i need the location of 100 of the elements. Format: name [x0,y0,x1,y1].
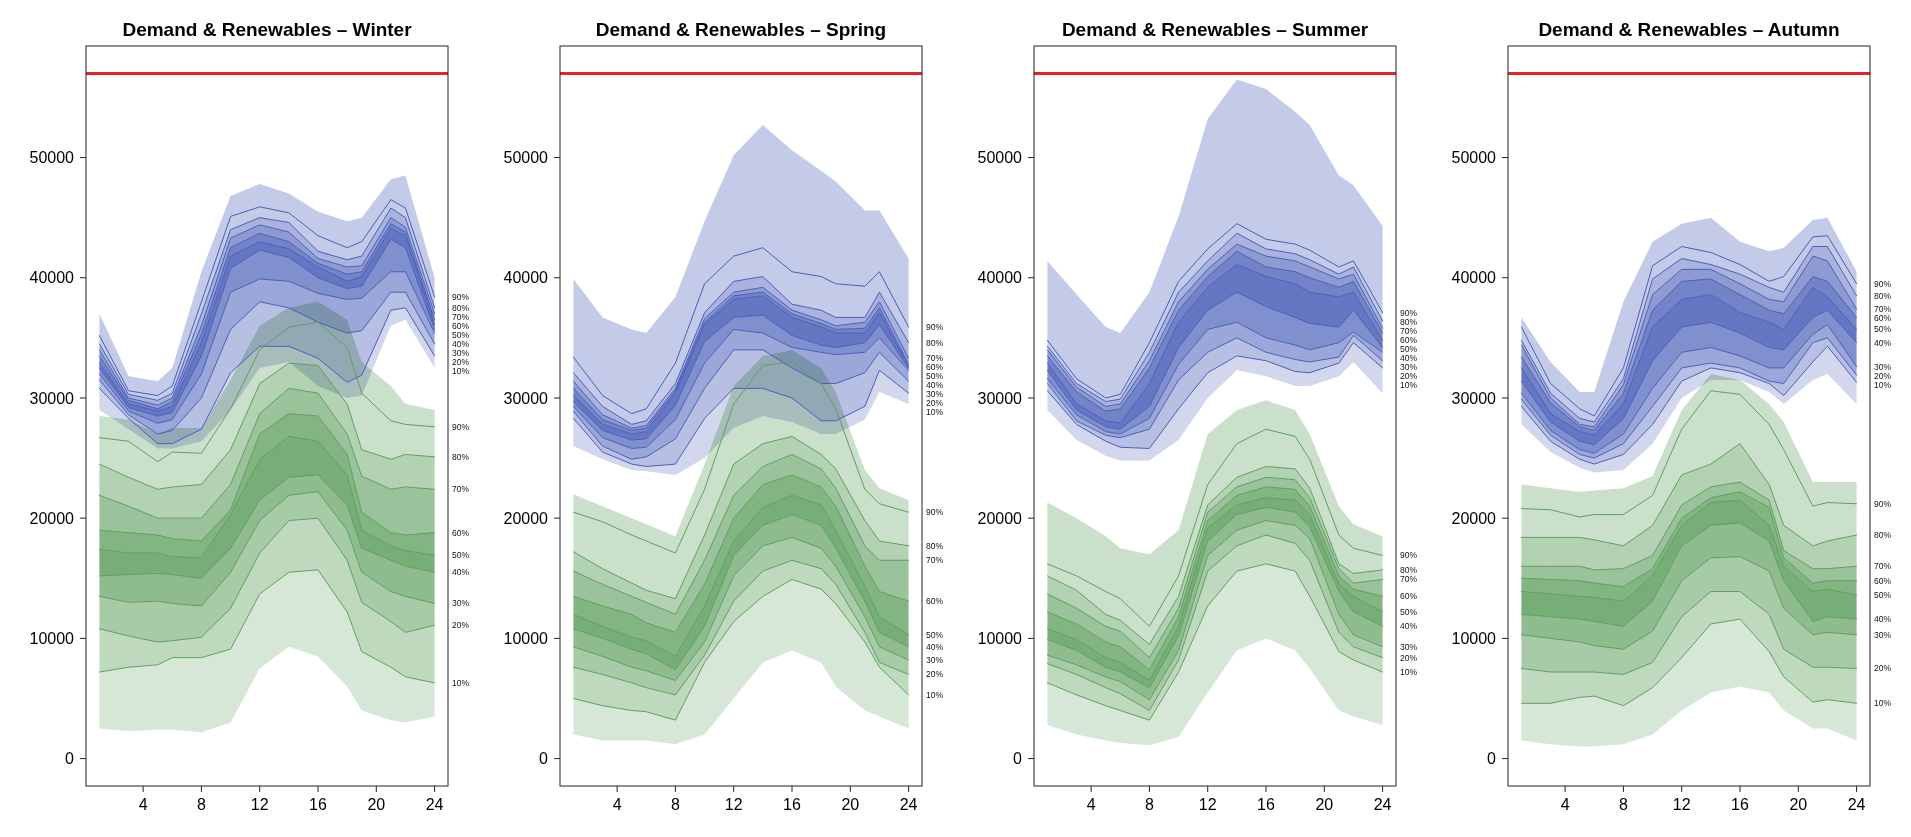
text: 90% [1874,278,1892,289]
text: 70% [452,484,470,495]
text: 70% [1874,561,1892,572]
x-tick-label: 20 [1315,796,1334,813]
text: 50% [926,629,944,640]
text: 10% [1400,379,1418,390]
text: 40% [1400,352,1418,363]
y-tick-label: 10000 [977,629,1023,647]
x-tick-label: 12 [724,796,743,813]
text: 50% [1400,606,1418,617]
y-tick-label: 30000 [29,389,75,407]
text: 40% [452,567,470,578]
text: 80% [452,451,470,462]
text: 20% [1400,652,1418,663]
text: 30% [1874,629,1892,640]
y-tick-label: 0 [65,750,75,768]
text: 80% [926,540,944,551]
x-tick-label: 20 [367,796,386,813]
y-tick-label: 50000 [503,149,549,167]
text: 70% [1400,574,1418,585]
x-tick-label: 12 [1672,796,1691,813]
text: 20% [452,620,470,631]
text: 70% [926,555,944,566]
x-tick-label: 24 [1847,796,1866,813]
text: 10% [1874,698,1892,709]
text: 90% [452,291,470,302]
y-tick-label: 20000 [977,509,1023,527]
text: 90% [1874,498,1892,509]
text: 30% [452,347,470,358]
y-tick-label: 40000 [977,269,1023,287]
chart-title: Demand & Renewables – Spring [595,19,887,40]
y-tick-label: 40000 [1451,269,1497,287]
text: 20% [1874,663,1892,674]
text: 10% [1874,379,1892,390]
text: 90% [926,322,944,333]
text: 70% [1400,325,1418,336]
text: 10% [452,677,470,688]
text: 30% [452,598,470,609]
x-tick-label: 4 [612,796,622,813]
text: 10% [926,689,944,700]
text: 90% [1400,550,1418,561]
text: 50% [1874,590,1892,601]
text: 60% [1874,312,1892,323]
y-tick-label: 40000 [29,269,75,287]
y-tick-label: 0 [539,750,549,768]
x-tick-label: 4 [138,796,148,813]
x-tick-label: 16 [1257,796,1276,813]
text: 30% [926,389,944,400]
x-tick-label: 8 [196,796,206,813]
text: 20% [1874,370,1892,381]
text: 40% [1874,337,1892,348]
text: 70% [926,353,944,364]
x-tick-label: 24 [899,796,918,813]
text: 60% [1874,575,1892,586]
y-tick-label: 20000 [503,509,549,527]
text: 80% [1400,564,1418,575]
text: 80% [1874,529,1892,540]
x-tick-label: 24 [425,796,444,813]
y-tick-label: 40000 [503,269,549,287]
text: 30% [926,655,944,665]
x-tick-label: 12 [250,796,269,813]
y-tick-label: 0 [1013,750,1023,768]
text: 40% [926,641,944,652]
text: 70% [452,311,470,322]
text: 20% [1400,370,1418,381]
x-tick-label: 16 [1731,796,1750,813]
text: 60% [926,596,944,607]
text: 30% [1400,641,1418,652]
text: 20% [452,356,470,367]
text: 30% [1400,361,1418,372]
text: 90% [926,507,944,518]
x-tick-label: 24 [1373,796,1392,813]
x-tick-label: 16 [783,796,802,813]
text: 60% [452,527,470,538]
y-tick-label: 20000 [1451,509,1497,527]
x-tick-label: 8 [1144,796,1154,813]
text: 80% [1874,290,1892,301]
y-tick-label: 50000 [29,149,75,167]
text: 50% [1874,324,1892,335]
text: 50% [926,371,944,382]
x-tick-label: 20 [1789,796,1808,813]
text: 10% [452,365,470,376]
x-tick-label: 12 [1198,796,1217,813]
text: 40% [1400,621,1418,632]
y-tick-label: 50000 [1451,149,1497,167]
y-tick-label: 30000 [1451,389,1497,407]
y-tick-label: 10000 [29,629,75,647]
text: 40% [452,338,470,349]
text: 40% [1874,614,1892,625]
x-tick-label: 8 [1618,796,1628,813]
x-tick-label: 20 [841,796,860,813]
text: 80% [1400,316,1418,327]
text: 10% [1400,667,1418,678]
text: 20% [926,669,944,680]
text: 30% [1874,361,1892,372]
text: 70% [1874,303,1892,314]
y-tick-label: 0 [1487,750,1497,768]
text: 60% [926,362,944,373]
text: 90% [452,421,470,432]
y-tick-label: 10000 [503,629,549,647]
